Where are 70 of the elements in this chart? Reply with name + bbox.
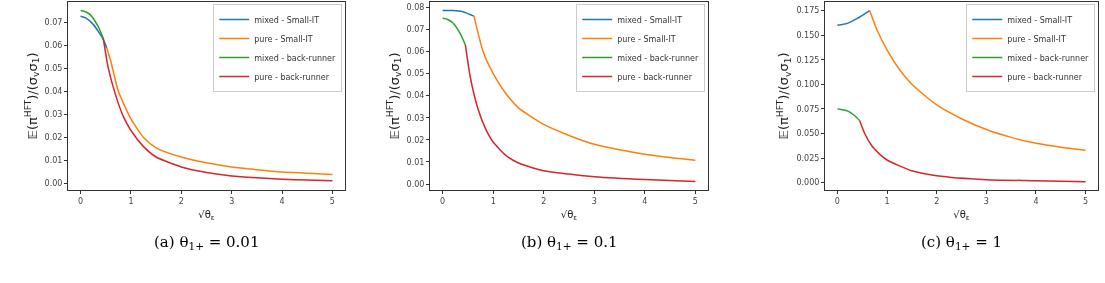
y-tick-label: 0.125 — [796, 55, 820, 65]
line-series — [79, 15, 108, 49]
y-tick-label: 0.000 — [796, 178, 820, 188]
x-axis-title: √θ$_{ε}$ — [560, 209, 578, 223]
x-tick-label: 1 — [128, 196, 134, 206]
y-tick-label: 0.050 — [796, 129, 820, 139]
x-tick-label: 1 — [884, 196, 890, 206]
x-tick-label: 0 — [440, 196, 446, 206]
y-tick-label: 0.05 — [44, 64, 63, 73]
y-tick-label: 0.03 — [406, 113, 425, 123]
y-tick-label: 0.08 — [406, 3, 425, 13]
line-series — [441, 17, 467, 46]
y-tick-label: 0.04 — [44, 87, 63, 97]
line-series — [79, 9, 104, 39]
x-tick-label: 1 — [490, 196, 496, 206]
line-series — [836, 108, 861, 122]
legend-label: mixed - Small-IT — [254, 15, 320, 25]
x-axis-title: √θ$_{ε}$ — [198, 209, 215, 223]
legend-label: pure - Small-IT — [617, 34, 676, 44]
y-tick-label: 0.175 — [796, 6, 820, 16]
y-tick-label: 0.07 — [44, 17, 63, 27]
text: (c) θ$_{1+}$ = 1 — [921, 233, 1003, 253]
y-tick-label: 0.07 — [406, 25, 425, 35]
y-tick-label: 0.01 — [44, 156, 63, 166]
x-tick-label: 3 — [591, 196, 597, 206]
line-series — [836, 9, 871, 27]
text: (b) θ$_{1+}$ = 0.1 — [521, 233, 618, 253]
x-tick-label: 4 — [642, 196, 648, 206]
legend-label: pure - Small-IT — [1007, 34, 1066, 44]
x-tick-label: 3 — [229, 196, 235, 206]
y-tick-label: 0.05 — [406, 69, 425, 79]
y-tick-label: 0.04 — [406, 91, 425, 101]
y-tick-label: 0.00 — [44, 179, 63, 189]
x-tick-label: 2 — [541, 196, 547, 206]
y-tick-label: 0.02 — [44, 133, 63, 143]
y-tick-label: 0.025 — [796, 153, 820, 163]
text: (a) θ$_{1+}$ = 0.01 — [154, 233, 260, 253]
legend-label: mixed - back-runner — [617, 53, 700, 63]
line-series — [868, 9, 1087, 151]
legend-label: mixed - Small-IT — [1007, 15, 1073, 25]
line-series — [464, 44, 697, 183]
x-tick-label: 3 — [983, 196, 989, 206]
legend-label: pure - Small-IT — [254, 34, 313, 44]
y-tick-label: 0.01 — [406, 157, 425, 167]
y-tick-label: 0.02 — [406, 135, 425, 145]
x-tick-label: 4 — [1033, 196, 1039, 206]
x-tick-label: 2 — [934, 196, 940, 206]
y-tick-label: 0.100 — [796, 80, 820, 90]
y-tick-label: 0.00 — [406, 179, 425, 189]
y-tick-label: 0.150 — [796, 30, 820, 40]
y-tick-label: 0.075 — [796, 104, 820, 114]
x-tick-label: 5 — [1083, 196, 1089, 206]
x-tick-label: 5 — [329, 196, 335, 206]
legend-label: pure - back-runner — [1007, 72, 1083, 82]
y-tick-label: 0.06 — [44, 40, 63, 50]
x-tick-label: 0 — [834, 196, 840, 206]
line-series — [859, 119, 1087, 183]
legend-label: pure - back-runner — [254, 72, 330, 82]
x-tick-label: 2 — [178, 196, 184, 206]
x-tick-label: 5 — [692, 196, 698, 206]
x-tick-label: 4 — [279, 196, 285, 206]
x-tick-label: 0 — [78, 196, 84, 206]
x-axis-title: √θ$_{ε}$ — [953, 209, 970, 223]
legend-label: mixed - back-runner — [254, 53, 337, 63]
legend-label: mixed - Small-IT — [617, 15, 683, 25]
line-series — [473, 15, 697, 161]
y-tick-label: 0.03 — [44, 110, 63, 120]
legend-label: mixed - back-runner — [1007, 53, 1090, 63]
legend-label: pure - back-runner — [617, 72, 693, 82]
y-tick-label: 0.06 — [406, 47, 425, 57]
